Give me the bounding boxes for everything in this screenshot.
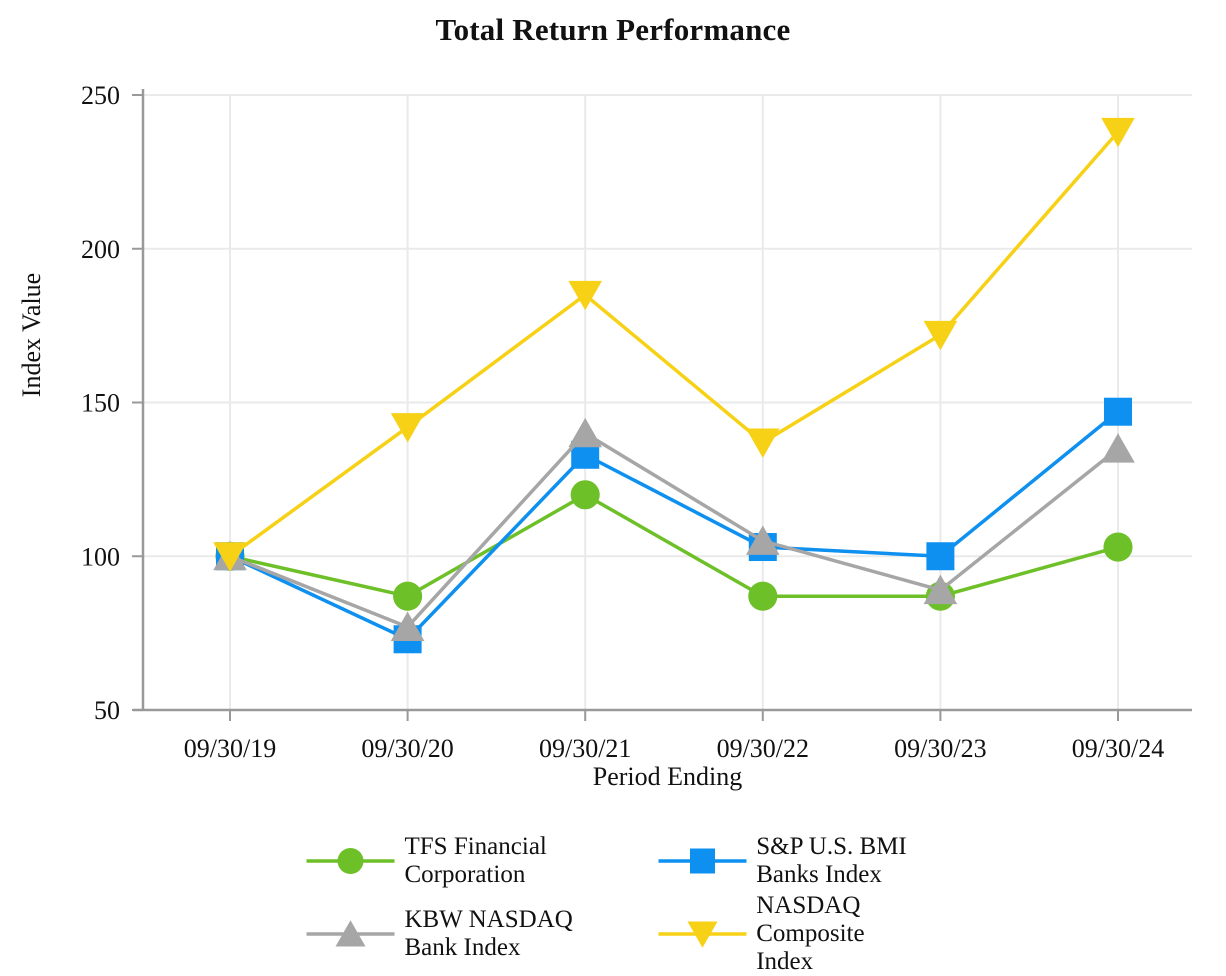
legend-label: KBW NASDAQ Bank Index (404, 906, 573, 961)
y-tick-label: 250 (81, 81, 120, 110)
legend-label: TFS Financial Corporation (404, 833, 547, 888)
total-return-line-chart: 50 100 150 200 250 09/30/19 09/30/20 09/30/21 09… (17, 81, 1192, 791)
data-point-marker-circle (337, 848, 364, 874)
data-point-marker-triangle-down (746, 428, 780, 458)
chart-legend: TFS Financial Corporation S&P U.S. BMI Ba… (306, 833, 920, 976)
data-point-marker-square (1104, 397, 1132, 426)
x-axis-title: Period Ending (593, 762, 743, 791)
data-point-marker-triangle-up (1101, 433, 1135, 463)
data-point-marker-circle (570, 480, 600, 510)
legend-item: KBW NASDAQ Bank Index (306, 892, 581, 976)
data-point-marker-triangle-up (568, 417, 602, 448)
x-tick-label: 09/30/19 (184, 734, 276, 763)
legend-label: S&P U.S. BMI Banks Index (756, 833, 907, 888)
data-point-marker-triangle-down (390, 413, 425, 443)
data-point-marker-square (926, 542, 955, 571)
gridlines (143, 94, 1192, 710)
series-line (228, 130, 1120, 558)
x-tick-label: 09/30/24 (1072, 734, 1164, 763)
axis-labels: 50 100 150 200 250 09/30/19 09/30/20 09/30/21 09… (81, 81, 1164, 763)
data-point-marker-triangle-up (746, 525, 780, 555)
data-point-marker-triangle-up (923, 574, 958, 605)
legend-item: TFS Financial Corporation (306, 833, 581, 889)
legend-item: S&P U.S. BMI Banks Index (658, 833, 919, 889)
x-tick-label: 09/30/23 (894, 734, 986, 763)
data-point-marker-triangle-down (687, 921, 718, 948)
data-point-marker-triangle-down (1101, 117, 1135, 148)
x-tick-label: 09/30/21 (539, 734, 631, 763)
series-line (229, 431, 1120, 630)
data-point-marker-square (689, 848, 715, 874)
y-tick-label: 200 (81, 235, 120, 264)
legend-circle-icon (306, 848, 395, 874)
series-tfs-financial-corporation (215, 480, 1133, 611)
axes (132, 89, 1192, 721)
y-tick-label: 150 (81, 389, 120, 418)
series-line (229, 492, 1119, 599)
legend-item: NASDAQ Composite Index (658, 892, 919, 976)
data-point-marker-triangle-down (568, 280, 602, 311)
data-point-marker-circle (393, 581, 423, 611)
y-tick-label: 100 (81, 542, 120, 571)
series-nasdaq-composite-index (213, 117, 1135, 572)
legend-triangle-up-icon (306, 920, 395, 947)
x-tick-label: 09/30/22 (717, 734, 809, 763)
y-axis-title: Index Value (17, 273, 46, 397)
series-kbw-nasdaq-bank-index (213, 417, 1135, 641)
y-tick-label: 50 (94, 696, 120, 725)
legend-label: NASDAQ Composite Index (756, 892, 865, 975)
legend-square-icon (658, 848, 747, 874)
chart-title: Total Return Performance (435, 12, 791, 47)
data-point-marker-triangle-down (923, 320, 958, 351)
data-point-marker-circle (748, 581, 778, 611)
data-point-marker-circle (1103, 532, 1133, 562)
data-point-marker-triangle-up (335, 920, 366, 947)
series-line (229, 410, 1120, 642)
x-tick-label: 09/30/20 (361, 734, 453, 763)
legend-triangle-down-icon (658, 921, 747, 948)
series-s-p-u-s-bmi-banks-index (216, 397, 1132, 654)
data-point-marker-triangle-up (390, 611, 425, 641)
data-point-marker-triangle-down (213, 542, 247, 572)
